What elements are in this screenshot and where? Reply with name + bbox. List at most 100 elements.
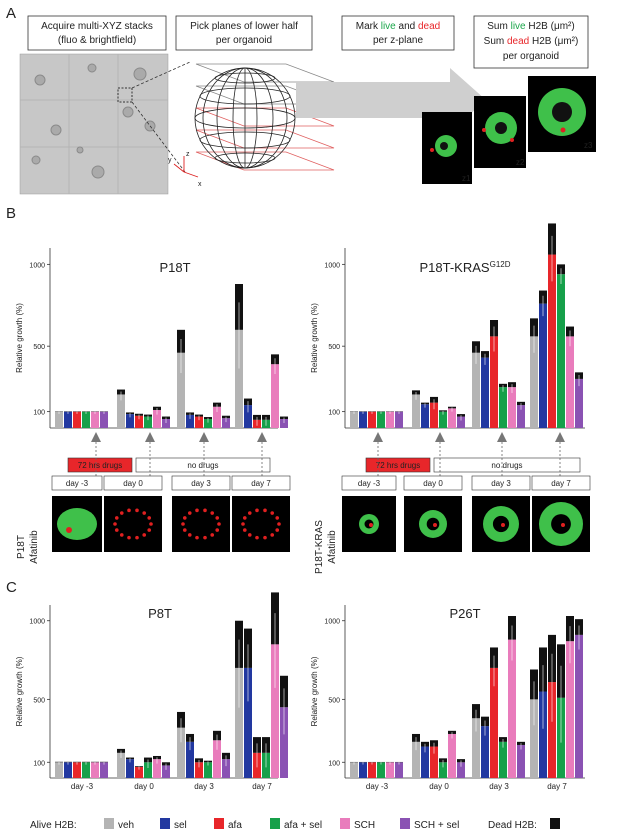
bar-alive (162, 765, 170, 778)
organoid-dead (215, 528, 220, 532)
y-axis-label: Relative growth (%) (15, 303, 24, 373)
bar-alive (280, 707, 288, 778)
drug-box-label: 72 hrs drugs (78, 461, 122, 470)
chart-title-main: P18T (159, 260, 190, 275)
step2-box (175, 15, 313, 51)
bar-alive (508, 387, 516, 428)
organoid-dead (270, 511, 275, 515)
nodrug-box-label: no drugs (491, 461, 522, 470)
timeline-left: 72 hrs drugs no drugs day -3 day 0 day 3 day … (51, 432, 291, 552)
organoid-dead (255, 508, 259, 513)
y-axis-label: Relative growth (%) (15, 656, 24, 726)
image-row-label-right-1: P18T-KRAS (314, 520, 325, 574)
bar-alive (186, 741, 194, 778)
step4-l1-pre: Sum (487, 21, 510, 32)
bar-alive (557, 274, 565, 428)
step4-box (473, 15, 589, 69)
legend-swatch (160, 818, 170, 829)
bar-alive (386, 762, 394, 778)
bar-alive (222, 759, 230, 778)
organoid-dead (255, 535, 259, 540)
y-tick-label: 500 (328, 697, 340, 704)
day-label: day -3 (358, 479, 381, 488)
bar-alive (421, 746, 429, 778)
bar-alive (539, 691, 547, 778)
x-tick-label: day 3 (489, 782, 509, 791)
legend-item-label: sel (174, 820, 187, 831)
legend-item-label: SCH (354, 820, 375, 831)
organoid-dead (203, 508, 207, 513)
organoid-dead (127, 508, 131, 513)
bar-alive (244, 667, 252, 778)
bar-alive (73, 411, 81, 428)
bar-alive (395, 411, 403, 428)
arrowhead-icon (257, 432, 267, 442)
organoid-dead (215, 516, 220, 520)
bar-alive (55, 411, 63, 428)
bar-alive (517, 744, 525, 778)
organoid-dead (210, 511, 215, 515)
y-tick-label: 100 (328, 410, 340, 417)
bar-alive (126, 414, 134, 428)
x-tick-label: day 0 (134, 782, 154, 791)
x-tick-label: day -3 (71, 782, 94, 791)
chart-title: P18T (159, 260, 190, 275)
bar-alive (439, 762, 447, 778)
chart-title: P8T (148, 606, 172, 621)
bar-alive (195, 762, 203, 778)
organoid-dead (217, 522, 221, 526)
organoid-dead (147, 528, 152, 532)
organoid-image (104, 496, 162, 552)
bar-alive (548, 682, 556, 778)
legend-item-label: afa (228, 820, 242, 831)
bar-alive (117, 752, 125, 778)
bar-alive (530, 699, 538, 778)
bar-alive (386, 411, 394, 428)
day-label-box (531, 475, 591, 491)
bar-alive (539, 303, 547, 428)
day-label-box (471, 475, 531, 491)
organoid-dead (270, 533, 275, 537)
bar-alive (350, 411, 358, 428)
day-label: day 7 (551, 479, 571, 488)
panel-letter-c: C (6, 579, 17, 596)
day-label: day 0 (423, 479, 443, 488)
organoid-dead (127, 535, 131, 540)
axis-label-z: z (186, 151, 190, 158)
organoid-dead (66, 527, 72, 533)
day-label: day 0 (123, 479, 143, 488)
panel-letter-b: B (6, 205, 16, 222)
bar-alive (575, 634, 583, 778)
organoid-dead (135, 508, 139, 513)
organoid-dead (195, 508, 199, 513)
bar-alive (499, 387, 507, 428)
y-tick-label: 1000 (324, 262, 340, 269)
bar-alive (517, 405, 525, 428)
organoid-dead (501, 523, 505, 527)
nodrug-box (135, 457, 271, 473)
organoid-image (232, 496, 290, 552)
image-row-label-left-1: P18T (16, 535, 27, 559)
legend-item-label: veh (118, 820, 134, 831)
bar-alive (508, 639, 516, 778)
bar-alive (213, 740, 221, 778)
bar-alive (280, 419, 288, 428)
step3-pre: Mark (356, 21, 381, 32)
organoid-dead (142, 533, 147, 537)
y-tick-label: 500 (33, 344, 45, 351)
step1-box (27, 15, 167, 51)
bar-alive (204, 419, 212, 428)
step3-line2: per z-plane (373, 35, 423, 46)
bar-alive (566, 641, 574, 778)
panel-a: Acquire multi-XYZ stacks (fluo & brightf… (19, 15, 596, 195)
bar-alive (472, 718, 480, 778)
organoid-dead (275, 528, 280, 532)
bar-alive (350, 762, 358, 778)
y-tick-label: 1000 (29, 619, 45, 626)
bar-alive (439, 411, 447, 428)
step3-box (341, 15, 455, 51)
legend-alive-label: Alive H2B: (30, 820, 77, 831)
chart-p8t: P8T 100 500 1000 Relative growth (%) day -3 da… (15, 592, 288, 791)
xyz-axes (173, 156, 199, 178)
legend-item-label: SCH + sel (414, 820, 459, 831)
